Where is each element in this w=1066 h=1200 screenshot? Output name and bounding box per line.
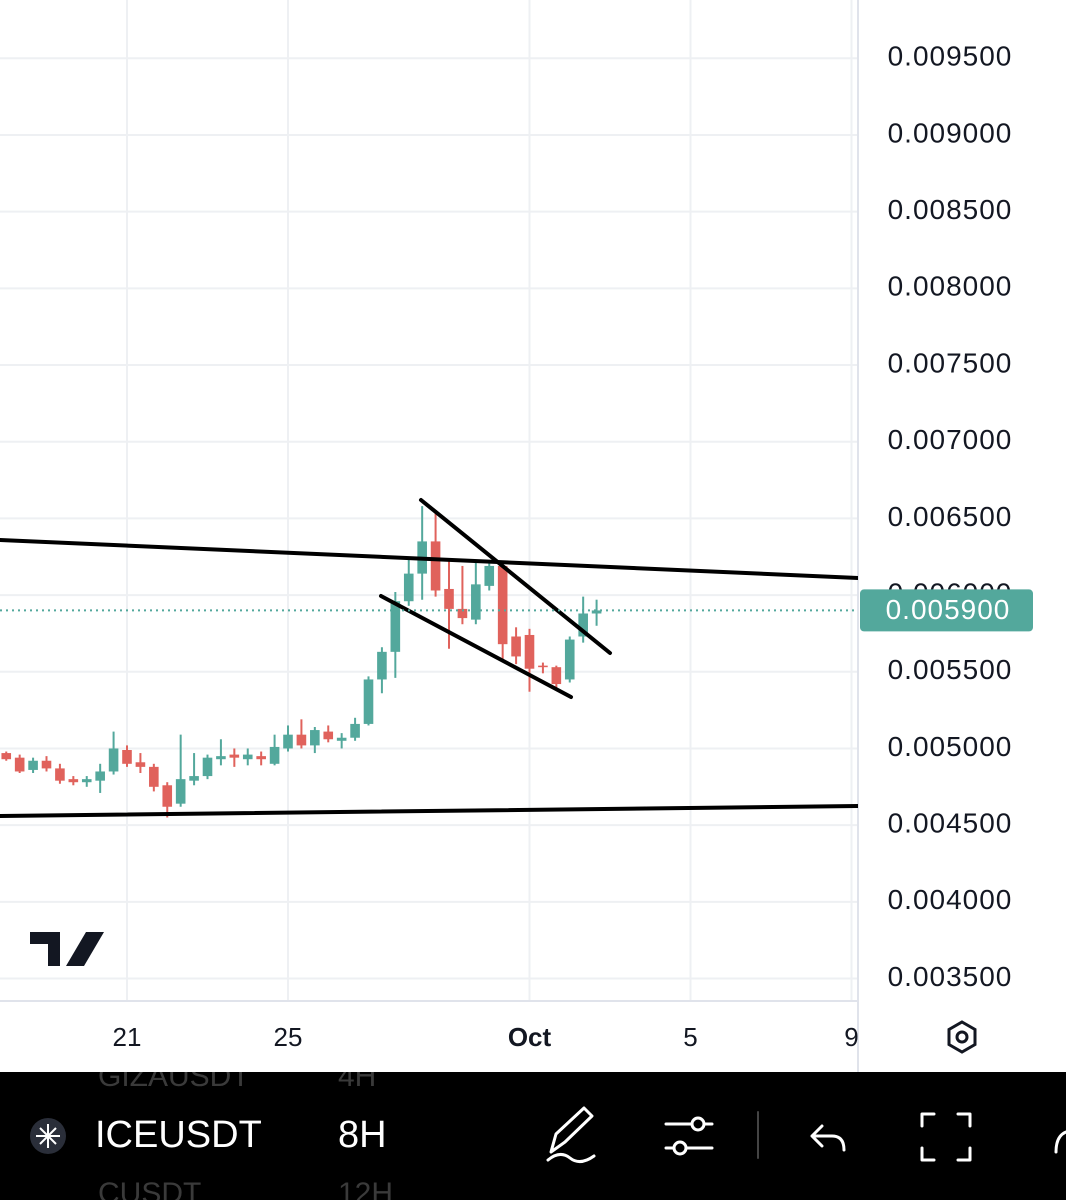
candle-body [175,779,186,804]
interval-faded: 4H [338,1060,376,1093]
candle-body [202,757,213,777]
candle-body [269,746,280,764]
trend-line[interactable] [419,498,612,655]
candle-body [363,679,374,724]
symbol-list: GIZAUSDT 4H CUSDT 12H [98,1060,393,1200]
y-tick-label: 0.003500 [888,961,1013,992]
candle-body [296,734,307,746]
candle-body [497,565,508,645]
draw-button[interactable] [546,1106,596,1163]
interval[interactable]: 8H [338,1114,387,1156]
candle-body [323,731,334,740]
y-tick-label: 0.008500 [888,194,1013,225]
candle-body [551,667,562,685]
candle-body [108,748,119,772]
y-tick-label: 0.005000 [888,731,1013,762]
candle-body [14,757,25,772]
x-tick-label: 21 [113,1022,142,1052]
candle-body [1,753,12,760]
symbol[interactable]: ICEUSDT [95,1114,262,1156]
candle-body [55,768,65,781]
last-price-badge [860,589,1033,632]
tradingview-logo[interactable] [30,932,104,966]
candle-body [471,584,481,620]
slider-knob [672,1140,688,1156]
trend-line[interactable] [0,804,858,818]
candle-body [135,762,146,767]
candle-body [229,754,240,758]
y-tick-label: 0.008000 [888,271,1013,302]
candle-body [524,634,535,669]
x-tick-label: 25 [274,1022,303,1052]
y-tick-label: 0.005500 [888,654,1013,685]
candle-body [591,610,602,614]
candle-body [390,601,401,652]
candle-body [68,779,79,783]
x-tick-label: Oct [508,1022,552,1052]
candle-body [484,565,495,586]
settings-icon [955,1030,969,1044]
candle-body [457,608,468,619]
candle-body [216,756,226,760]
candle-body [538,665,548,668]
candle-body [28,760,38,770]
y-tick-label: 0.009500 [888,41,1013,72]
last-price-label: 0.005900 [886,594,1011,625]
candle-body [122,750,132,764]
candle-body [256,756,266,760]
grid [0,0,858,1000]
candle-body [149,766,159,787]
fullscreen-button[interactable] [920,1112,972,1162]
y-tick-label: 0.009000 [888,117,1013,148]
y-tick-label: 0.004000 [888,884,1013,915]
last-price: 0.005900 [0,589,1033,632]
candle-body [564,639,575,680]
y-tick-label: 0.007000 [888,424,1013,455]
candle-body [41,760,52,769]
candle-body [162,785,173,807]
symbol-faded: GIZAUSDT [98,1060,250,1093]
symbol-icon-star [36,1124,60,1148]
candle-body [430,541,441,591]
candle-body [81,779,92,783]
slider-knob [690,1116,706,1132]
candle-body [350,723,360,738]
more-button[interactable] [1054,1130,1066,1154]
candle-body [578,613,588,637]
trend-line[interactable] [379,594,573,699]
settings-button[interactable] [947,1020,977,1054]
interval-faded: 12H [338,1177,393,1200]
symbol-faded: CUSDT [98,1177,201,1200]
candle-body [511,636,521,657]
x-tick-label: 5 [683,1022,697,1052]
candle-body [444,588,454,609]
candle-body [283,734,293,749]
y-tick-label: 0.004500 [888,808,1013,839]
bottom-toolbar [0,1072,1066,1200]
price-axis: 0.003500 0.004000 0.004500 0.005000 0.005500… [888,41,1013,992]
candle-body [95,771,105,781]
candle-body [336,737,347,741]
trend-line[interactable] [0,538,858,580]
y-tick-label: 0.006500 [888,501,1013,532]
candle-body [242,754,253,760]
candle-body [377,651,387,680]
candle-body [403,573,414,602]
candle-body [310,730,320,746]
candles [1,506,602,818]
undo-button[interactable] [810,1124,846,1152]
time-axis: 21 25 Oct 5 9 [113,1022,859,1052]
drawings [0,498,858,818]
candle-body [189,776,199,781]
y-tick-label: 0.007500 [888,347,1013,378]
x-tick-label: 9 [844,1022,858,1052]
